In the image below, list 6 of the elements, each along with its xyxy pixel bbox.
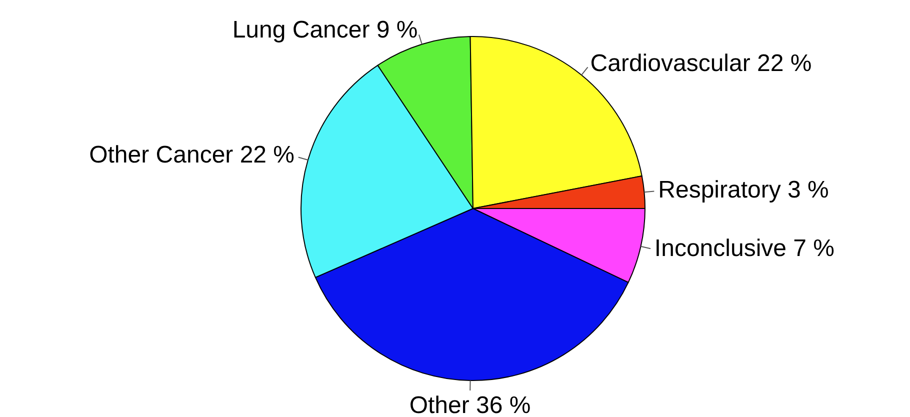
slice-label: Other Cancer 22 % [89, 142, 295, 169]
slice-label: Respiratory 3 % [658, 176, 829, 204]
slice-label: Other 36 % [409, 392, 531, 417]
slice-label: Lung Cancer 9 % [232, 16, 418, 44]
slice-label: Inconclusive 7 % [654, 235, 835, 262]
slice-label: Cardiovascular 22 % [590, 50, 812, 77]
